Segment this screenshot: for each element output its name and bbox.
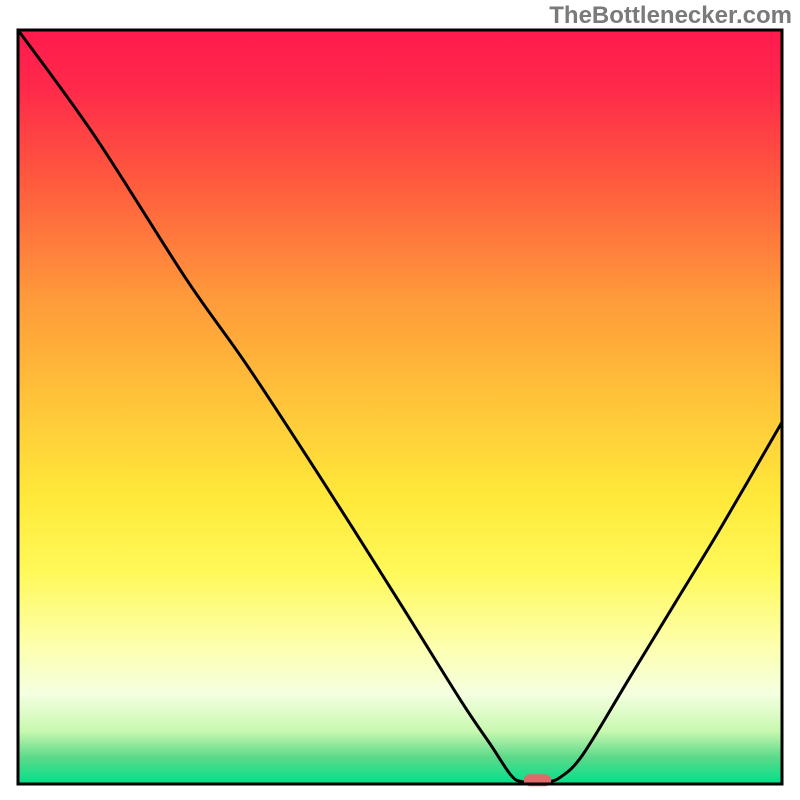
watermark-text: TheBottlenecker.com bbox=[549, 2, 792, 30]
chart-svg bbox=[0, 0, 800, 800]
chart-container: TheBottlenecker.com bbox=[0, 0, 800, 800]
chart-background bbox=[18, 30, 782, 784]
